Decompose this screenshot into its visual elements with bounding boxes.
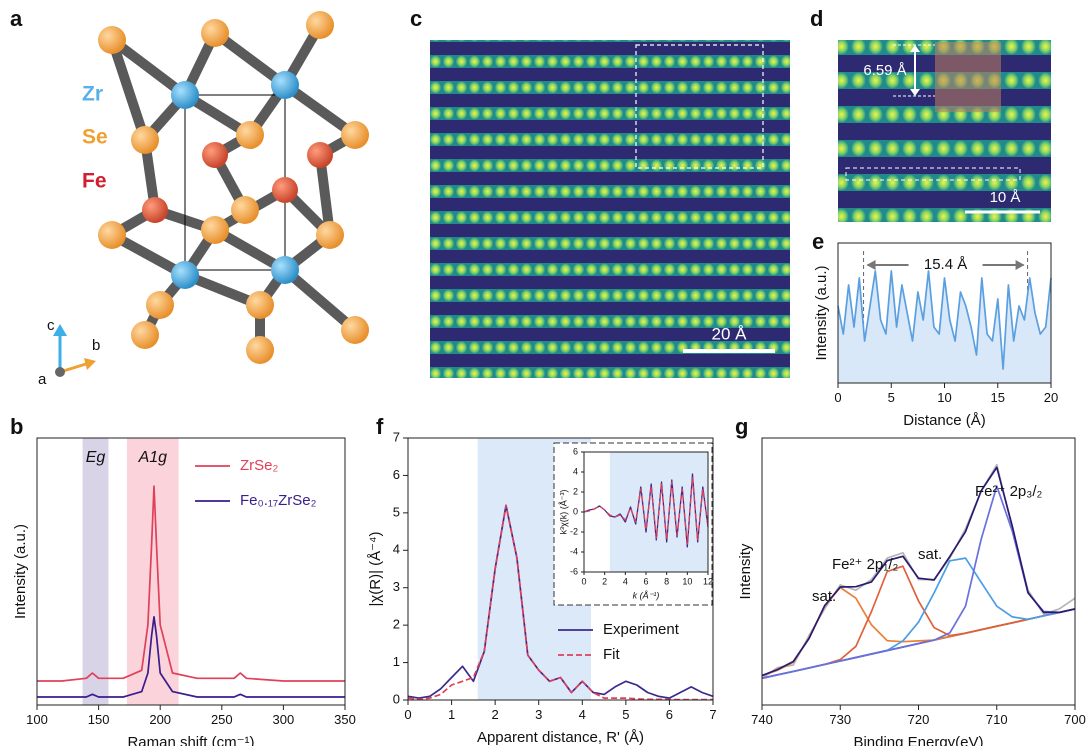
x-tick-label: 4 [623, 577, 628, 587]
band-label: A1g [138, 449, 168, 466]
annotation: sat. [918, 546, 942, 563]
y-tick-label: 4 [393, 542, 400, 557]
y-axis-label: |χ(R)| (Å⁻⁴) [367, 531, 384, 606]
panel-label: e [812, 229, 824, 254]
legend-label: Experiment [603, 621, 680, 638]
spacing-label: 6.59 Å [863, 62, 906, 79]
x-tick-label: 740 [751, 712, 773, 727]
annotation: 15.4 Å [924, 256, 967, 273]
x-axis-label: Raman shift (cm⁻¹) [127, 734, 254, 746]
x-tick-label: 0 [834, 390, 841, 405]
x-tick-label: 730 [829, 712, 851, 727]
y-tick-label: 0 [573, 506, 578, 516]
axis-label: b [92, 337, 100, 354]
crystal-structure: a Zr Se Fe c b a [10, 6, 369, 388]
element-label: Se [82, 126, 108, 149]
x-tick-label: 15 [991, 390, 1005, 405]
x-tick-label: 1 [448, 707, 455, 722]
stem-zoom: d 6.59 Å 10 Å [810, 6, 1051, 222]
x-tick-label: 10 [937, 390, 951, 405]
x-tick-label: 8 [664, 577, 669, 587]
x-tick-label: 4 [579, 707, 586, 722]
x-tick-label: 5 [888, 390, 895, 405]
series-line [762, 486, 1075, 678]
x-tick-label: 300 [273, 712, 295, 727]
x-axis-label: Apparent distance, R' (Å) [477, 729, 644, 746]
x-tick-label: 720 [908, 712, 930, 727]
y-axis-label: k³χ(k) (Å⁻³) [558, 490, 568, 535]
x-tick-label: 7 [709, 707, 716, 722]
y-axis-label: Intensity (a.u.) [813, 265, 830, 360]
stem-image: c 20 Å [410, 6, 790, 378]
y-axis-label: Intensity [737, 543, 754, 599]
y-tick-label: -4 [570, 546, 578, 556]
figure: a Zr Se Fe c b a c [0, 0, 1089, 746]
axis-label: c [47, 317, 55, 334]
annotation: sat. [812, 588, 836, 605]
axis-label: a [38, 371, 47, 388]
x-tick-label: 2 [492, 707, 499, 722]
y-axis-label: Intensity (a.u.) [12, 524, 29, 619]
x-tick-label: 0 [581, 577, 586, 587]
x-tick-label: 150 [88, 712, 110, 727]
x-axis-label: k (Å⁻¹) [633, 590, 660, 600]
y-tick-label: 3 [393, 579, 400, 594]
y-tick-label: 2 [573, 486, 578, 496]
legend-label: Fit [603, 646, 620, 663]
y-tick-label: 0 [393, 691, 400, 706]
annotation: Fe²⁺ 2p₃/₂ [975, 483, 1043, 500]
y-tick-label: 4 [573, 466, 578, 476]
x-tick-label: 710 [986, 712, 1008, 727]
panel-label: a [10, 6, 23, 31]
area [838, 271, 1051, 383]
x-tick-label: 2 [602, 577, 607, 587]
x-axis-label: Binding Energy(eV) [853, 734, 983, 746]
panel-label: c [410, 6, 422, 31]
y-tick-label: 2 [393, 617, 400, 632]
panel-label: g [735, 414, 748, 439]
x-tick-label: 700 [1064, 712, 1086, 727]
y-tick-label: 7 [393, 429, 400, 444]
chart: 15.4 Å 0 5 10 15 20 Distance (Å) Intensity (a.u… [812, 229, 1058, 429]
y-tick-label: 6 [393, 467, 400, 482]
chart: Eg A1g 100 150 200 250 300 350 Raman shift (cm⁻¹… [10, 414, 356, 746]
element-label: Zr [82, 83, 103, 106]
panel-label: d [810, 6, 823, 31]
annotation: Fe²⁺ 2p₁/₂ [832, 556, 898, 573]
x-tick-label: 10 [682, 577, 692, 587]
x-tick-label: 350 [334, 712, 356, 727]
y-tick-label: -6 [570, 566, 578, 576]
x-tick-label: 5 [622, 707, 629, 722]
y-tick-label: 6 [573, 446, 578, 456]
series-line [762, 558, 1075, 678]
band [83, 438, 109, 705]
x-tick-label: 6 [666, 707, 673, 722]
x-tick-label: 6 [643, 577, 648, 587]
panel-label: f [376, 414, 384, 439]
band-label: Eg [86, 449, 106, 466]
x-tick-label: 200 [149, 712, 171, 727]
x-tick-label: 12 [703, 577, 713, 587]
y-tick-label: 5 [393, 504, 400, 519]
frame [762, 438, 1075, 705]
scale-bar-label: 20 Å [712, 324, 748, 343]
legend-label: Fe₀.₁₇ZrSe₂ [240, 492, 317, 509]
element-label: Fe [82, 170, 107, 193]
x-axis-label: Distance (Å) [903, 412, 986, 429]
y-tick-label: -2 [570, 526, 578, 536]
x-tick-label: 3 [535, 707, 542, 722]
x-tick-label: 0 [404, 707, 411, 722]
x-tick-label: 20 [1044, 390, 1058, 405]
legend-label: ZrSe₂ [240, 457, 279, 474]
chart: 740 730 720 710 700 Binding Energy(eV) Intensi… [735, 414, 1086, 746]
panel-label: b [10, 414, 23, 439]
y-tick-label: 1 [393, 654, 400, 669]
x-tick-label: 250 [211, 712, 233, 727]
scale-bar-label: 10 Å [990, 189, 1021, 206]
x-tick-label: 100 [26, 712, 48, 727]
